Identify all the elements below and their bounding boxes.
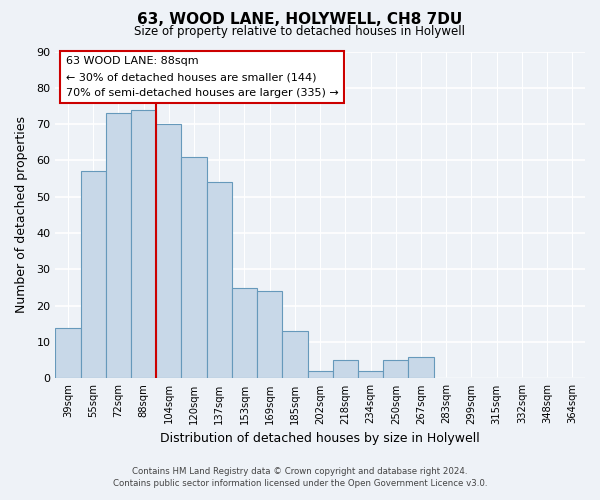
Bar [232,288,257,378]
Bar [358,371,383,378]
Text: 63, WOOD LANE, HOLYWELL, CH8 7DU: 63, WOOD LANE, HOLYWELL, CH8 7DU [137,12,463,28]
Bar [383,360,409,378]
Bar [333,360,358,378]
Y-axis label: Number of detached properties: Number of detached properties [15,116,28,314]
Text: Size of property relative to detached houses in Holywell: Size of property relative to detached ho… [134,25,466,38]
X-axis label: Distribution of detached houses by size in Holywell: Distribution of detached houses by size … [160,432,480,445]
Text: Contains HM Land Registry data © Crown copyright and database right 2024.: Contains HM Land Registry data © Crown c… [132,467,468,476]
Bar [181,157,206,378]
Bar [283,331,308,378]
Bar [156,124,181,378]
Bar [131,110,156,378]
Bar [206,182,232,378]
Bar [409,356,434,378]
Bar [55,328,80,378]
Bar [257,291,283,378]
Text: Contains public sector information licensed under the Open Government Licence v3: Contains public sector information licen… [113,478,487,488]
Bar [80,172,106,378]
Bar [106,114,131,378]
Bar [308,371,333,378]
Text: 63 WOOD LANE: 88sqm
← 30% of detached houses are smaller (144)
70% of semi-detac: 63 WOOD LANE: 88sqm ← 30% of detached ho… [66,56,338,98]
